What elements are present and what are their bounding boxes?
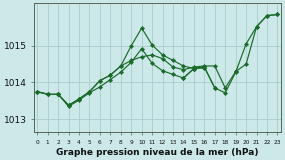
X-axis label: Graphe pression niveau de la mer (hPa): Graphe pression niveau de la mer (hPa) xyxy=(56,148,258,156)
